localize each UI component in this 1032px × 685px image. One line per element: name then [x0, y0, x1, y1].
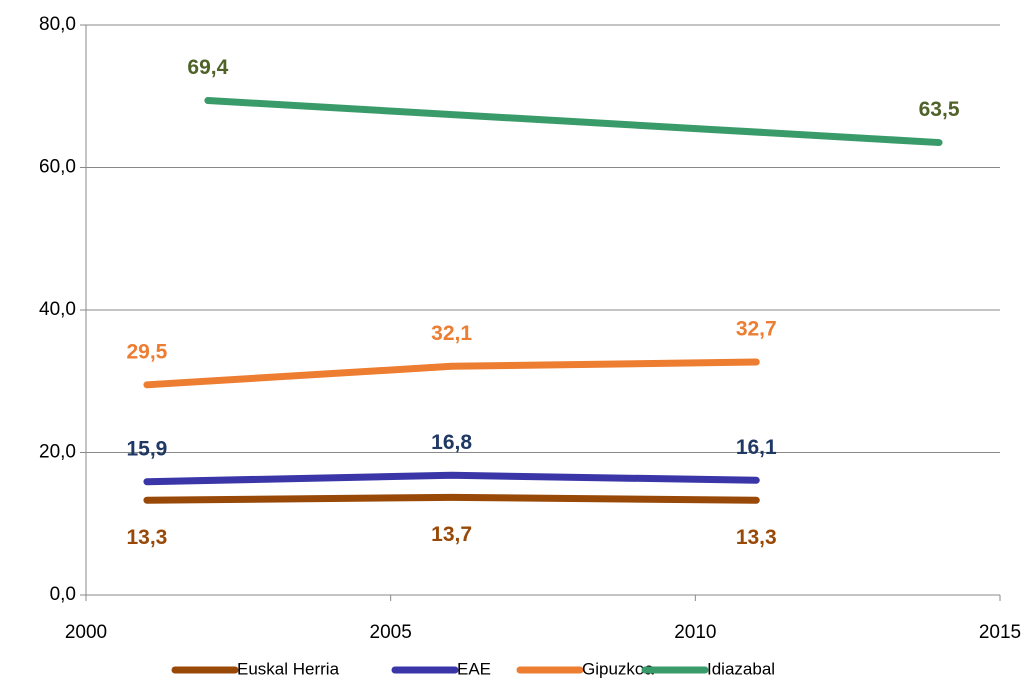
value-label: 16,8 — [431, 431, 472, 454]
y-tick-label: 20,0 — [39, 442, 76, 463]
value-label: 13,3 — [126, 526, 167, 549]
value-label: 63,5 — [919, 98, 960, 121]
value-label: 16,1 — [736, 436, 777, 459]
y-tick-label: 0,0 — [50, 584, 76, 605]
legend-label: Euskal Herria — [237, 659, 340, 678]
value-label: 32,7 — [736, 318, 777, 341]
x-tick-label: 2015 — [979, 622, 1021, 643]
y-tick-label: 80,0 — [39, 14, 76, 35]
value-label: 69,4 — [187, 56, 228, 79]
legend-label: EAE — [457, 659, 491, 678]
line — [143, 471, 760, 486]
y-tick-label: 40,0 — [39, 299, 76, 320]
x-tick-label: 2000 — [65, 622, 107, 643]
value-label: 15,9 — [126, 437, 167, 460]
x-tick-label: 2010 — [674, 622, 716, 643]
line — [143, 358, 760, 389]
line — [143, 493, 760, 504]
legend-label: Idiazabal — [707, 659, 775, 678]
legend-label: Gipuzkoa — [582, 659, 654, 678]
line — [204, 97, 943, 147]
value-label: 32,1 — [431, 322, 472, 345]
x-tick-label: 2005 — [370, 622, 412, 643]
value-label: 13,3 — [736, 526, 777, 549]
y-tick-label: 60,0 — [39, 157, 76, 178]
value-label: 13,7 — [431, 523, 472, 546]
value-label: 29,5 — [126, 340, 167, 363]
